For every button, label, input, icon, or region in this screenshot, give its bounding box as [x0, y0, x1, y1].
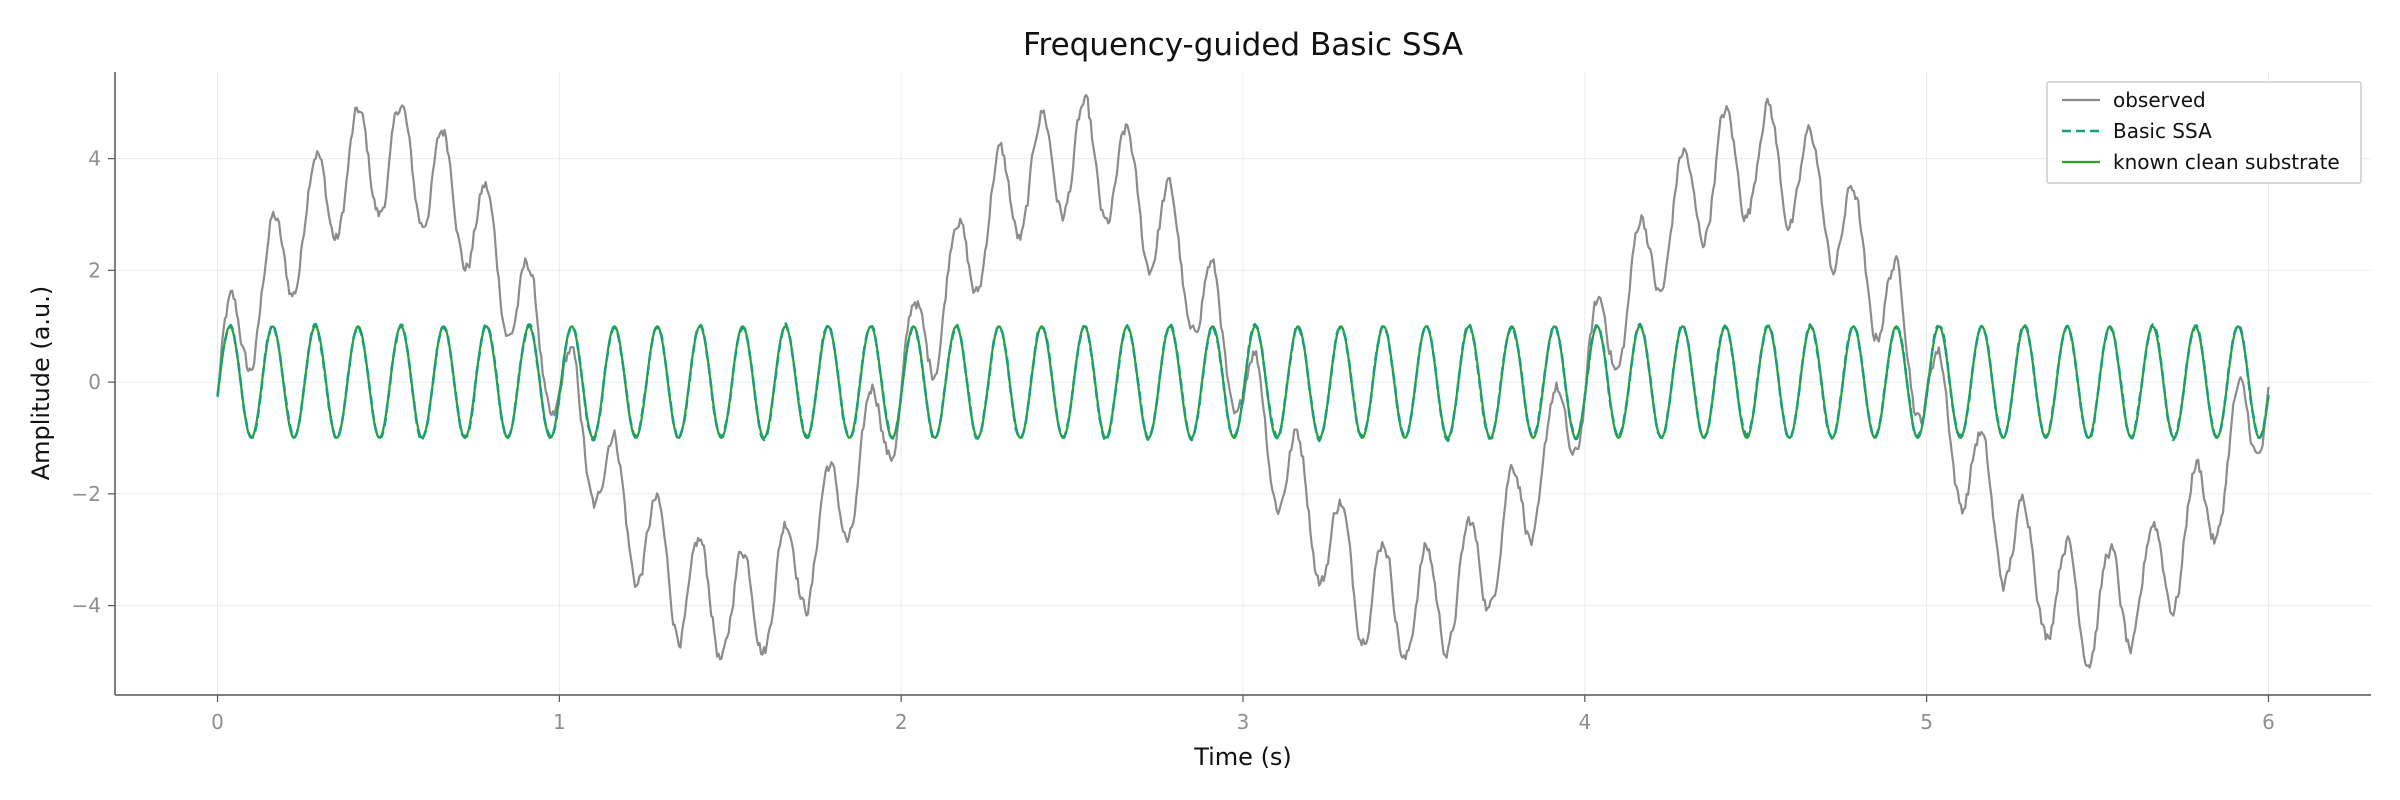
x-tick-label: 0 [211, 710, 224, 734]
x-tick-label: 4 [1578, 710, 1591, 734]
y-tick-label: 0 [88, 370, 101, 394]
y-tick-label: 4 [88, 147, 101, 171]
legend-label-basic-ssa: Basic SSA [2113, 119, 2212, 143]
legend: observed Basic SSA known clean substrate [2046, 81, 2362, 184]
y-axis-label: Amplitude (a.u.) [27, 286, 55, 481]
ticks: 0 1 2 3 4 5 6 −4 −2 0 2 4 [72, 147, 2275, 734]
x-axis-label: Time (s) [1193, 743, 1292, 771]
y-tick-label: −2 [72, 482, 101, 506]
legend-label-clean-substrate: known clean substrate [2113, 150, 2340, 174]
y-tick-label: −4 [72, 594, 101, 618]
series-line-basic-ssa [216, 322, 2270, 443]
x-tick-label: 6 [2262, 710, 2275, 734]
x-tick-label: 1 [553, 710, 566, 734]
x-tick-label: 2 [895, 710, 908, 734]
series-layer [216, 94, 2270, 669]
x-tick-label: 5 [1920, 710, 1933, 734]
x-tick-label: 3 [1237, 710, 1250, 734]
legend-label-observed: observed [2113, 88, 2206, 112]
y-tick-label: 2 [88, 258, 101, 282]
legend-box [2046, 81, 2362, 184]
chart-title: Frequency-guided Basic SSA [1023, 27, 1463, 63]
